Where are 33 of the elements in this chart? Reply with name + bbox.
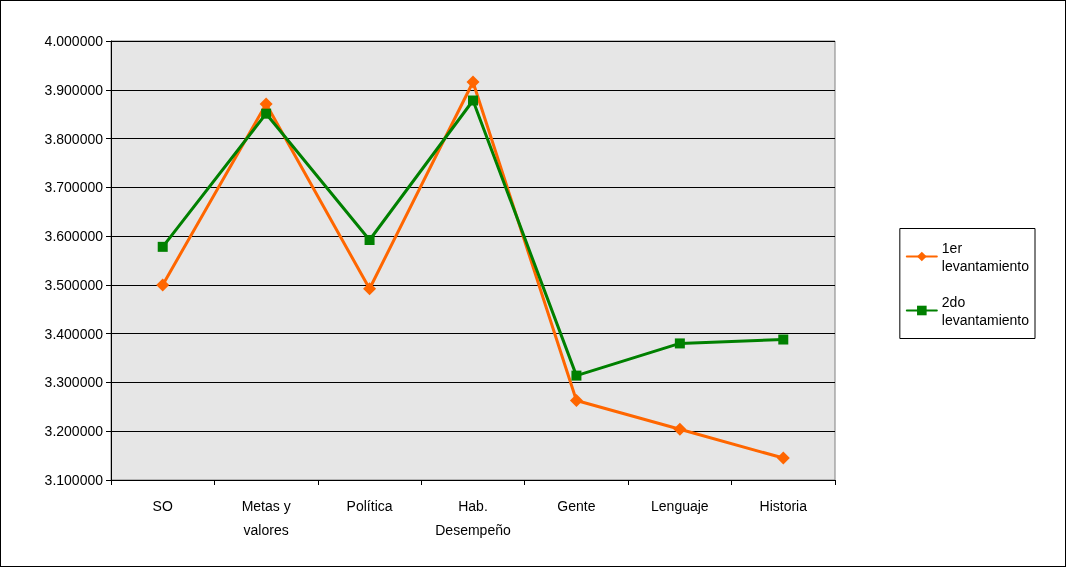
point	[259, 97, 273, 111]
point	[261, 108, 272, 119]
point	[571, 370, 582, 381]
point	[569, 393, 583, 407]
y-tick-label: 3.600000	[44, 228, 104, 245]
y-tick-label: 3.400000	[44, 325, 104, 342]
y-tick-label: 3.200000	[44, 423, 104, 440]
y-tick-label: 4.000000	[44, 33, 104, 49]
x-tick-label: Historia	[759, 498, 808, 514]
point	[364, 235, 375, 246]
y-tick-label: 3.100000	[44, 472, 104, 488]
point	[466, 75, 480, 89]
x-tick-label: SO	[152, 498, 173, 514]
y-tick-label: 3.300000	[44, 374, 104, 391]
y-tick-label: 3.800000	[44, 130, 104, 147]
x-tick-label: Gente	[557, 498, 596, 514]
point	[468, 95, 478, 106]
point	[156, 278, 170, 292]
x-tick-label: Metas y valores	[241, 498, 291, 538]
point	[363, 282, 377, 296]
y-tick-label: 3.500000	[44, 276, 104, 293]
y-tick-label: 3.700000	[44, 179, 104, 196]
legend-label: 1er levantamiento	[941, 239, 1030, 274]
x-tick-label: Hab. Desempeño	[435, 498, 511, 538]
y-tick-label: 3.900000	[44, 81, 104, 98]
point	[674, 338, 685, 349]
point	[778, 334, 789, 345]
x-tick-label: Política	[346, 498, 393, 514]
point	[776, 451, 790, 465]
legend-label: 2do levantamiento	[941, 293, 1030, 328]
point	[673, 422, 687, 436]
point	[157, 241, 168, 252]
x-tick-label: Lenguaje	[651, 498, 709, 514]
